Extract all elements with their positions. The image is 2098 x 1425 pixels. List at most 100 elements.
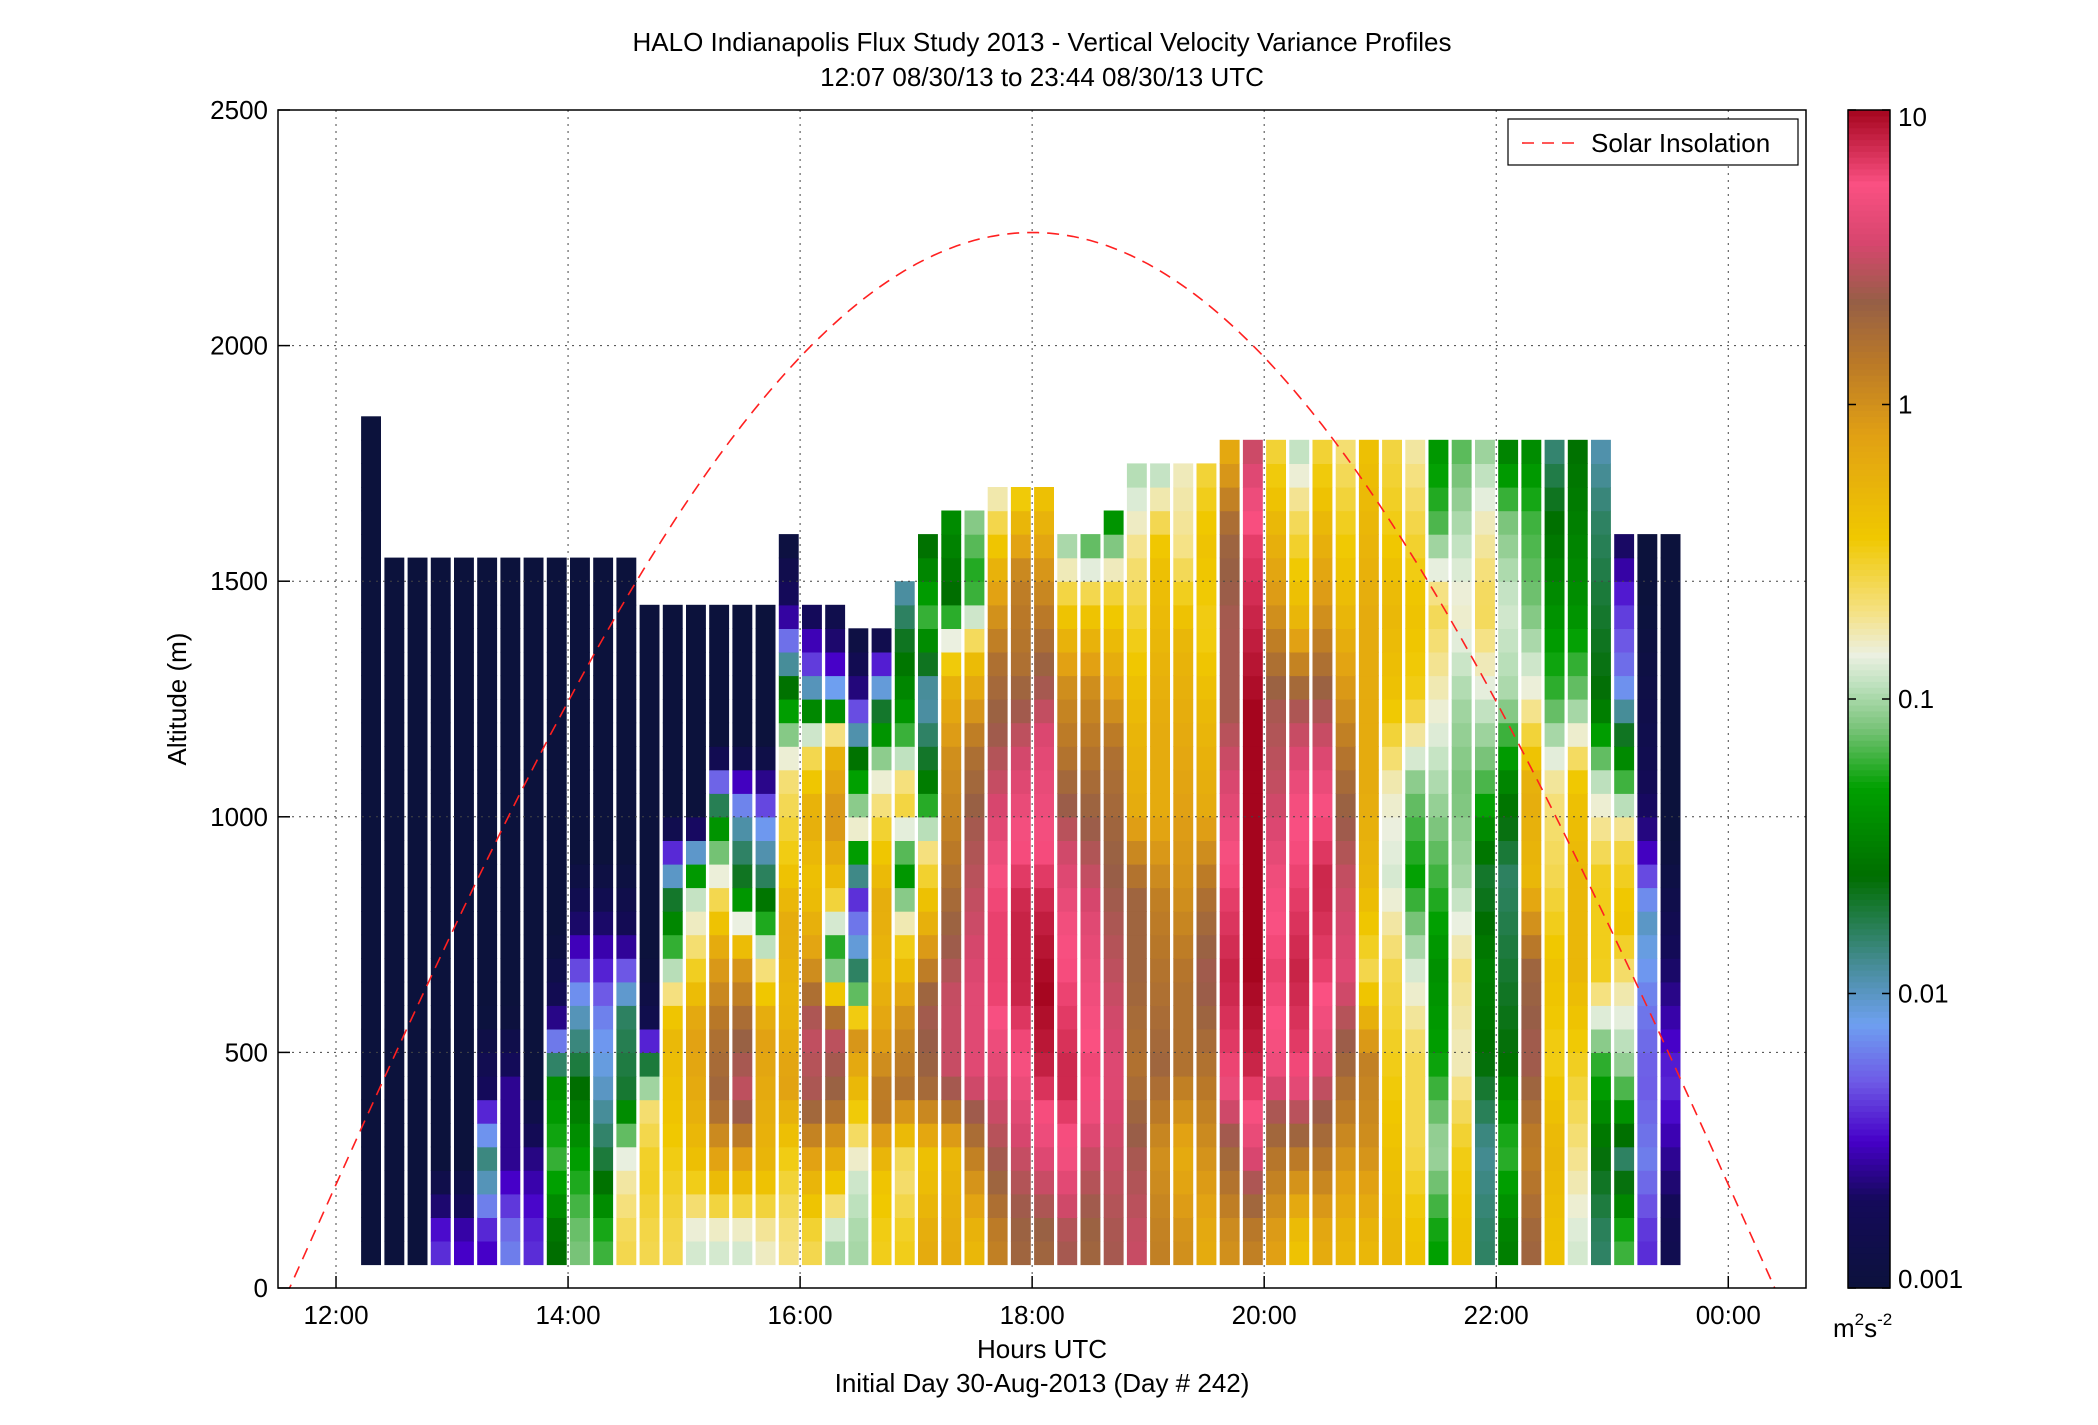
variance-cell <box>1475 581 1495 606</box>
variance-cell <box>1057 981 1078 1006</box>
variance-cell <box>430 1028 451 1053</box>
variance-cell <box>1034 1193 1054 1218</box>
variance-cell <box>1475 628 1495 653</box>
variance-cell <box>1544 746 1565 771</box>
variance-cell <box>825 1028 846 1053</box>
variance-cell <box>523 722 544 747</box>
variance-cell <box>477 887 498 912</box>
variance-cell <box>1126 463 1147 488</box>
colorbar-cell <box>1848 416 1890 423</box>
variance-cell <box>755 1005 776 1030</box>
colorbar-cell <box>1848 428 1890 435</box>
variance-cell <box>1451 699 1472 724</box>
variance-cell <box>523 981 544 1006</box>
variance-cell <box>1521 1099 1542 1124</box>
colorbar-cell <box>1848 1017 1890 1024</box>
variance-cell <box>384 934 405 959</box>
variance-cell <box>825 840 846 865</box>
colorbar-cell <box>1848 269 1890 276</box>
variance-cell <box>1312 557 1333 582</box>
variance-cell <box>1103 651 1124 677</box>
variance-cell <box>1150 510 1170 535</box>
colorbar-cell <box>1848 398 1890 406</box>
variance-cell <box>709 675 730 700</box>
variance-cell <box>848 981 869 1006</box>
variance-cell <box>1660 1028 1681 1053</box>
variance-cell <box>546 675 567 700</box>
variance-cell <box>361 534 381 559</box>
variance-cell <box>361 1146 381 1171</box>
variance-cell <box>1266 581 1286 606</box>
variance-cell <box>1521 981 1542 1006</box>
variance-cell <box>1103 1240 1124 1266</box>
variance-cell <box>1637 1146 1658 1171</box>
variance-cell <box>1660 981 1681 1006</box>
variance-cell <box>1010 863 1031 889</box>
variance-cell <box>1451 1240 1472 1266</box>
variance-cell <box>1126 1123 1147 1148</box>
variance-cell <box>570 958 590 983</box>
variance-cell <box>570 746 590 771</box>
variance-cell <box>361 887 381 912</box>
variance-cell <box>1428 534 1449 559</box>
variance-cell <box>1521 581 1542 606</box>
variance-cell <box>430 863 451 889</box>
colorbar-cell <box>1848 434 1890 441</box>
variance-cell <box>1358 557 1379 582</box>
variance-cell <box>1266 1005 1286 1030</box>
variance-cell <box>454 1123 474 1148</box>
variance-cell <box>778 604 799 629</box>
variance-cell <box>1567 439 1588 464</box>
variance-cell <box>918 981 938 1006</box>
variance-cell <box>941 887 962 912</box>
variance-cell <box>1405 604 1426 629</box>
variance-cell <box>430 1123 451 1148</box>
colorbar-cell <box>1848 139 1890 146</box>
variance-cell <box>1010 746 1031 771</box>
variance-cell <box>802 863 822 889</box>
variance-cell <box>1103 746 1124 771</box>
variance-cell <box>1358 863 1379 889</box>
variance-cell <box>1451 722 1472 747</box>
variance-cell <box>570 1170 590 1195</box>
variance-cell <box>1242 887 1263 912</box>
variance-cell <box>1312 958 1333 983</box>
variance-cell <box>1591 934 1611 959</box>
variance-cell <box>964 1193 985 1218</box>
colorbar-cell <box>1848 869 1890 877</box>
variance-cell <box>1289 628 1310 653</box>
variance-cell <box>1057 557 1078 582</box>
variance-cell <box>732 1076 753 1101</box>
variance-cell <box>709 816 730 841</box>
variance-cell <box>1544 1217 1565 1242</box>
variance-cell <box>732 863 753 889</box>
variance-cell <box>871 793 892 818</box>
variance-cell <box>1637 557 1658 582</box>
variance-cell <box>1428 1099 1449 1124</box>
colorbar-cell <box>1848 392 1890 400</box>
variance-cell <box>570 840 590 865</box>
variance-cell <box>616 1146 637 1171</box>
variance-cell <box>1591 604 1611 629</box>
variance-cell <box>477 722 498 747</box>
variance-cell <box>1242 1146 1263 1171</box>
variance-cell <box>500 1076 521 1101</box>
variance-cell <box>941 816 962 841</box>
variance-cell <box>1289 840 1310 865</box>
variance-cell <box>1080 1076 1101 1101</box>
variance-cell <box>1196 1076 1217 1101</box>
variance-cell <box>662 1170 683 1195</box>
variance-cell <box>1567 911 1588 936</box>
colorbar-cell <box>1848 581 1890 588</box>
variance-cell <box>361 557 381 582</box>
variance-cell <box>1150 722 1170 747</box>
y-tick-label: 2000 <box>210 331 268 361</box>
variance-cell <box>1567 510 1588 535</box>
variance-cell <box>1196 604 1217 629</box>
variance-cell <box>616 1170 637 1195</box>
variance-cell <box>1150 581 1170 606</box>
variance-cell <box>1591 651 1611 677</box>
variance-cell <box>1614 1170 1635 1195</box>
variance-cell <box>361 675 381 700</box>
variance-cell <box>1637 675 1658 700</box>
